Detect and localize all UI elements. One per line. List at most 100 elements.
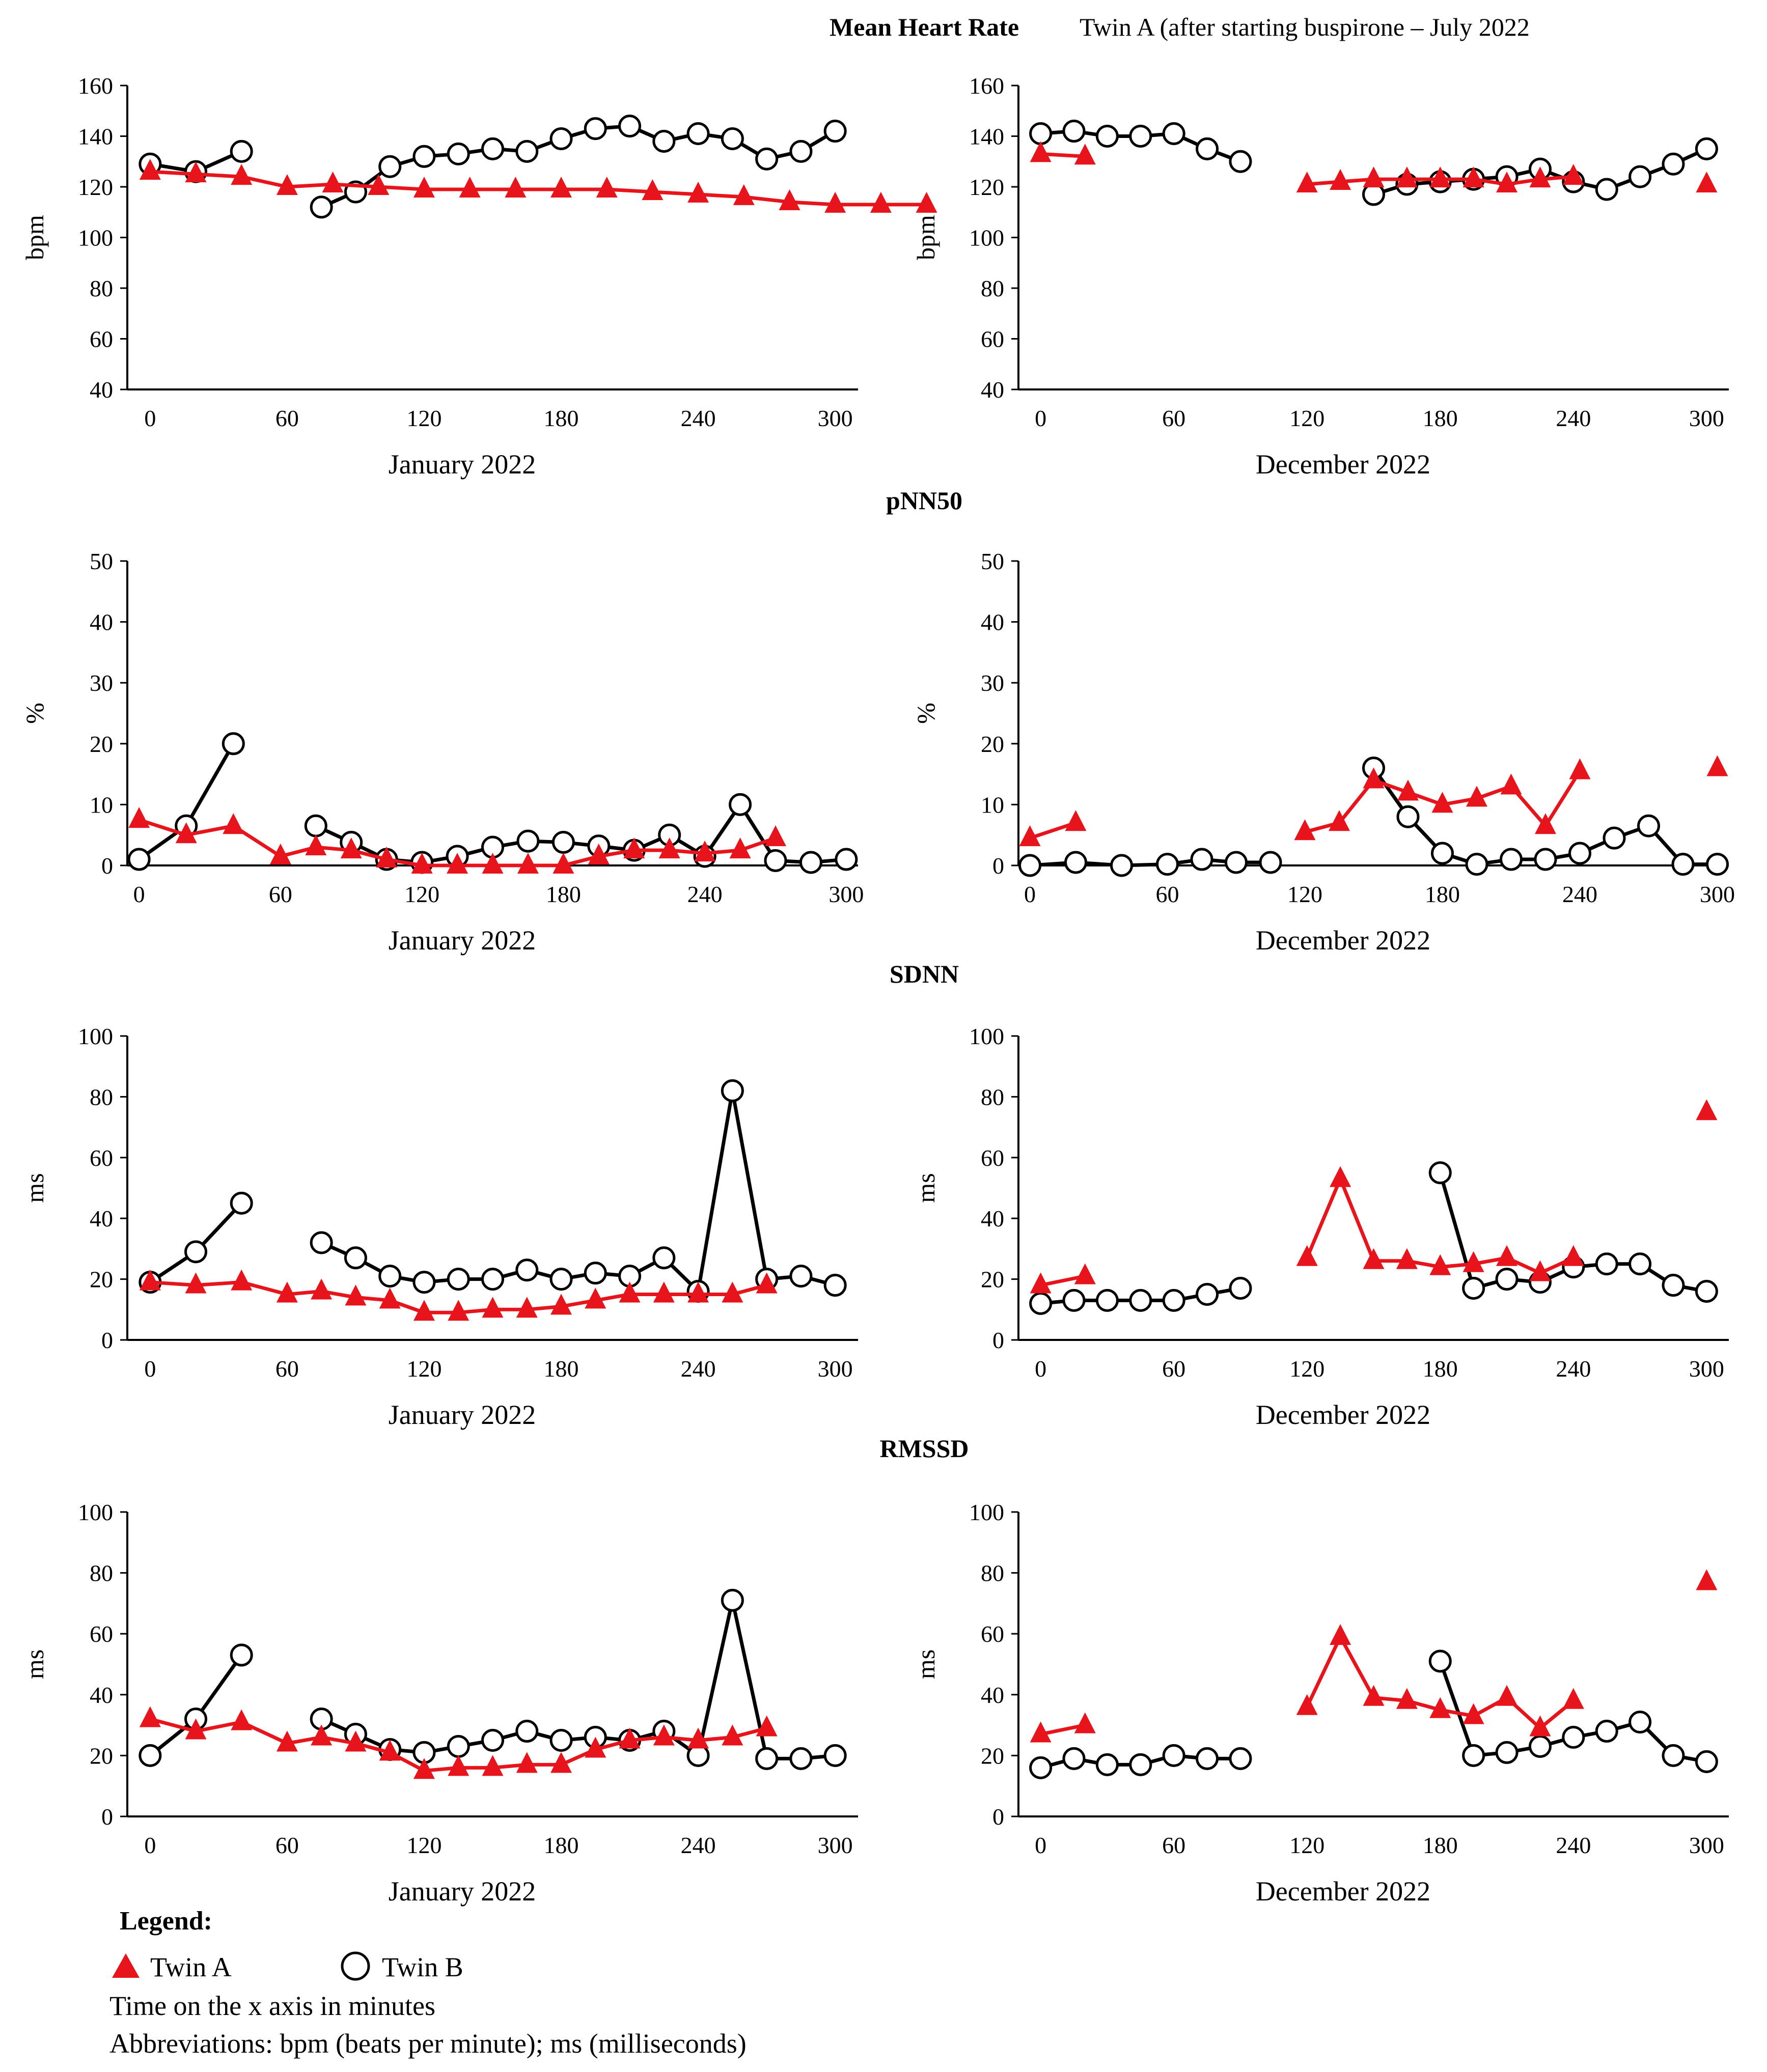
pnn-dec-y-tick-label: 40 [981, 609, 1004, 635]
pnn-dec-twin-b-point [1064, 851, 1087, 874]
sdnn-dec-twin-a-line [1040, 1274, 1086, 1287]
pnn-dec-twin-a-point [1569, 758, 1591, 779]
hr-jan-y-tick-label: 80 [90, 275, 113, 301]
sdnn-dec-twin-a-point [1396, 1248, 1418, 1269]
hr-jan-twin-b-point [618, 115, 642, 138]
pnn-dec-twin-b-point [1671, 853, 1695, 876]
hr-dec-twin-a-point [1363, 166, 1385, 188]
hr-dec-twin-b-point [1628, 165, 1652, 188]
sdnn-jan-twin-a-point [276, 1281, 298, 1303]
rmssd-jan-y-axis-label: ms [20, 1649, 49, 1679]
hr-jan-twin-b-point [652, 129, 676, 153]
hr-dec-twin-a-point [1462, 166, 1484, 188]
pnn-dec-twin-a-point [1329, 810, 1350, 831]
pnn-jan-y-tick-label: 30 [90, 670, 113, 696]
rmssd-jan-twin-a-point [413, 1758, 435, 1779]
hr-dec-y-tick-label: 40 [981, 377, 1004, 403]
sdnn-jan-twin-b-point [584, 1262, 607, 1285]
pnn-jan-twin-b-point [764, 849, 787, 872]
rmssd-dec-y-axis-label: ms [912, 1649, 940, 1679]
pnn-dec-twin-b-point [1396, 805, 1420, 828]
rmssd-dec-twin-a-point [1030, 1721, 1052, 1743]
pnn-jan-x-tick-label: 60 [269, 881, 292, 907]
hr-jan-twin-b-point [447, 142, 470, 165]
chart-panel-pnn50-december: 0 10 20 30 40 50 0 60 120 180 240 300 December 2022% [912, 548, 1735, 956]
rmssd-jan-twin-a-point [550, 1752, 572, 1773]
hr-jan-twin-a-point [916, 191, 937, 213]
pnn-dec-twin-b-point [1637, 814, 1660, 837]
pnn-jan-x-tick-label: 240 [687, 881, 723, 907]
sdnn-jan-twin-b-point [823, 1274, 847, 1297]
rmssd-jan-twin-b-line [149, 1654, 243, 1757]
rmssd-dec-twin-a-point [1429, 1697, 1451, 1718]
hr-dec-twin-a-point [1074, 144, 1096, 165]
hr-jan-twin-a-point [368, 174, 390, 195]
sdnn-dec-y-tick-label: 100 [969, 1023, 1004, 1049]
rmssd-dec-y-tick-label: 80 [981, 1560, 1004, 1586]
sdnn-jan-twin-a-point [482, 1297, 504, 1318]
legend-heading: Legend: [120, 1907, 212, 1936]
hr-dec-y-tick-label: 140 [969, 124, 1004, 150]
hr-jan-twin-b-point [789, 139, 813, 163]
rmssd-jan-twin-a-point [722, 1724, 743, 1746]
sdnn-dec-twin-b-point [1495, 1268, 1518, 1291]
hr-jan-twin-a-point [139, 159, 161, 180]
hr-jan-twin-b-point [481, 137, 504, 160]
chart-panel-rmssd-january: 0 20 40 60 80 100 0 60 120 180 240 300 January 2022 m… [20, 1499, 858, 1907]
rmssd-dec-y-tick-label: 60 [981, 1621, 1004, 1647]
sdnn-jan-twin-a-point [653, 1281, 675, 1303]
rmssd-jan-twin-a-point [345, 1730, 367, 1752]
sdnn-dec-y-tick-label: 40 [981, 1206, 1004, 1231]
rmssd-jan-y-tick-label: 40 [90, 1682, 113, 1708]
sdnn-dec-x-axis-label: December 2022 [1256, 1399, 1430, 1430]
rmssd-jan-twin-b-point [481, 1729, 504, 1752]
sdnn-jan-x-tick-label: 180 [544, 1356, 579, 1382]
pnn-jan-twin-b-point [835, 848, 858, 871]
legend-twin-b-label: Twin B [382, 1952, 463, 1982]
pnn-jan-twin-a-point [658, 837, 680, 859]
pnn-jan-x-tick-label: 0 [133, 881, 145, 907]
hr-jan-x-tick-label: 180 [544, 405, 579, 431]
hr-dec-twin-b-point [1162, 122, 1185, 146]
hr-dec-y-tick-label: 80 [981, 275, 1004, 301]
pnn-dec-x-tick-label: 60 [1156, 881, 1179, 907]
pnn-dec-y-tick-label: 30 [981, 670, 1004, 696]
sdnn-jan-x-tick-label: 300 [818, 1356, 853, 1382]
chart-panel-heart-rate-january: 40 60 80 100 120 140 160 0 60 120 180 240 300 January… [20, 73, 937, 480]
pnn-dec-twin-b-point [1568, 842, 1591, 865]
sdnn-jan-y-tick-label: 20 [90, 1267, 113, 1293]
rmssd-dec-y-tick-label: 0 [992, 1804, 1004, 1830]
rmssd-dec-x-axis-label: December 2022 [1256, 1876, 1430, 1907]
rmssd-dec-twin-b-point [1062, 1747, 1086, 1770]
hr-dec-twin-a-point [1330, 169, 1351, 190]
pnn-dec-x-tick-label: 240 [1562, 881, 1597, 907]
rmssd-dec-twin-b-point [1129, 1753, 1152, 1776]
sdnn-jan-twin-a-point [619, 1281, 641, 1303]
rmssd-dec-x-tick-label: 240 [1556, 1832, 1591, 1858]
rmssd-jan-x-tick-label: 0 [144, 1832, 156, 1858]
sdnn-jan-twin-a-point [756, 1272, 778, 1294]
sdnn-jan-twin-b-point [652, 1246, 676, 1270]
pnn-jan-x-tick-label: 180 [546, 881, 581, 907]
rmssd-jan-x-tick-label: 240 [681, 1832, 716, 1858]
sdnn-dec-twin-b-point [1129, 1289, 1152, 1312]
hr-jan-twin-a-point [733, 184, 755, 205]
hr-jan-twin-a-point [231, 164, 253, 185]
hr-jan-x-axis-label: January 2022 [389, 449, 536, 480]
rmssd-jan-twin-b-point [755, 1747, 779, 1770]
pnn-jan-twin-b-point [516, 829, 540, 853]
sdnn-dec-twin-b-point [1595, 1252, 1618, 1276]
hr-jan-twin-a-point [185, 161, 207, 183]
pnn-jan-twin-a-point [128, 807, 150, 828]
sdnn-jan-y-tick-label: 100 [78, 1023, 113, 1049]
sdnn-jan-twin-b-point [344, 1246, 367, 1270]
hr-jan-y-tick-label: 40 [90, 377, 113, 403]
hr-jan-twin-b-point [686, 122, 710, 146]
legend-twin-a-triangle-icon [112, 1953, 140, 1978]
rmssd-jan-y-tick-label: 80 [90, 1560, 113, 1586]
pnn-jan-twin-b-point [551, 831, 575, 854]
rmssd-jan-y-tick-label: 100 [78, 1499, 113, 1525]
pnn-jan-y-tick-label: 0 [101, 853, 113, 879]
hr-dec-twin-a-line [1040, 152, 1085, 158]
hr-jan-twin-b-point [721, 127, 744, 150]
